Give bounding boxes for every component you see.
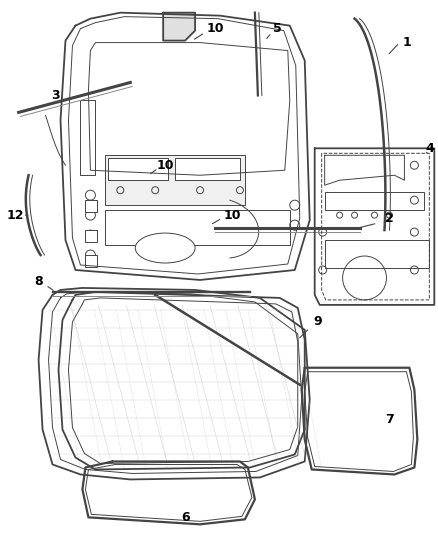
Text: 6: 6 [181, 511, 189, 524]
Bar [325, 192, 424, 210]
Bar [175, 158, 240, 180]
Text: 10: 10 [206, 22, 224, 35]
Text: 7: 7 [385, 413, 394, 426]
Bar [108, 158, 168, 180]
Bar [85, 200, 97, 212]
Bar [325, 240, 429, 268]
Text: 4: 4 [425, 142, 434, 155]
Text: 10: 10 [156, 159, 174, 172]
Bar [106, 155, 245, 205]
Text: 1: 1 [403, 36, 412, 49]
Bar [106, 210, 290, 245]
Text: 10: 10 [223, 208, 241, 222]
Polygon shape [163, 13, 195, 41]
Text: 8: 8 [34, 276, 43, 288]
Text: 2: 2 [385, 212, 394, 224]
Text: 9: 9 [313, 316, 322, 328]
Ellipse shape [135, 233, 195, 263]
Bar [85, 255, 97, 267]
Text: 5: 5 [273, 22, 282, 35]
Bar [85, 230, 97, 242]
Text: 3: 3 [51, 89, 60, 102]
Text: 12: 12 [7, 208, 25, 222]
